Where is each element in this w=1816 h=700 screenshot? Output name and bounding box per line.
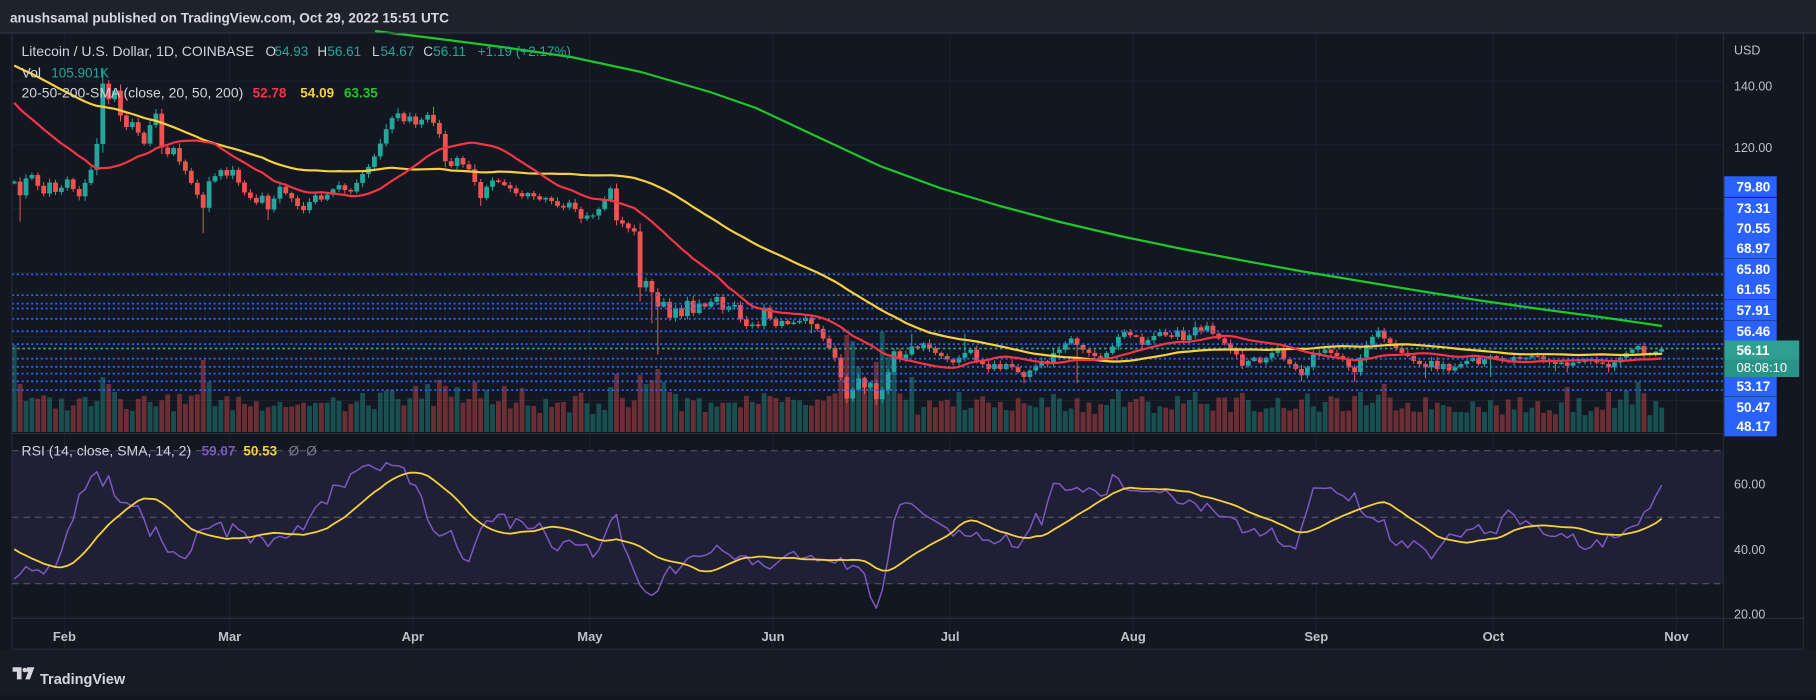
svg-text:Nov: Nov (1664, 629, 1689, 644)
svg-text:Aug: Aug (1121, 629, 1146, 644)
svg-text:40.00: 40.00 (1734, 543, 1765, 557)
svg-text:Apr: Apr (402, 629, 424, 644)
svg-text:Mar: Mar (218, 629, 241, 644)
svg-text:61.65: 61.65 (1737, 282, 1771, 297)
svg-text:56.61: 56.61 (327, 44, 361, 59)
svg-text:54.67: 54.67 (381, 44, 415, 59)
svg-text:Feb: Feb (53, 629, 76, 644)
svg-text:56.11: 56.11 (433, 44, 466, 59)
svg-text:56.11: 56.11 (1737, 343, 1771, 358)
svg-text:56.46: 56.46 (1737, 324, 1771, 339)
svg-text:57.91: 57.91 (1737, 303, 1771, 318)
svg-text:50.47: 50.47 (1737, 400, 1771, 415)
svg-text:63.35: 63.35 (344, 86, 378, 101)
svg-text:52.78: 52.78 (253, 86, 287, 101)
svg-text:20.00: 20.00 (1734, 607, 1765, 621)
svg-text:08:08:10: 08:08:10 (1737, 360, 1788, 375)
svg-text:anushsamal published on Tradin: anushsamal published on TradingView.com,… (10, 10, 449, 25)
svg-text:Jul: Jul (941, 629, 960, 644)
svg-text:70.55: 70.55 (1737, 221, 1771, 236)
svg-text:Ø: Ø (289, 444, 300, 459)
svg-text:53.17: 53.17 (1737, 379, 1771, 394)
svg-text:TradingView: TradingView (40, 672, 126, 688)
svg-text:Jun: Jun (761, 629, 784, 644)
svg-text:59.07: 59.07 (202, 444, 236, 459)
svg-text:68.97: 68.97 (1737, 241, 1771, 256)
svg-text:Sep: Sep (1304, 629, 1328, 644)
svg-text:May: May (577, 629, 603, 644)
svg-text:C: C (423, 44, 433, 59)
svg-text:RSI (14, close, SMA, 14, 2): RSI (14, close, SMA, 14, 2) (22, 443, 192, 459)
svg-text:Oct: Oct (1483, 629, 1505, 644)
svg-text:73.31: 73.31 (1737, 201, 1771, 216)
svg-text:USD: USD (1734, 43, 1760, 57)
svg-text:54.09: 54.09 (300, 86, 334, 101)
svg-text:140.00: 140.00 (1734, 79, 1772, 93)
svg-text:O: O (266, 44, 277, 59)
svg-text:Ø: Ø (306, 444, 317, 459)
svg-text:20-50-200-SMA (close, 20, 50,: 20-50-200-SMA (close, 20, 50, 200) (22, 85, 244, 101)
svg-text:79.80: 79.80 (1737, 179, 1771, 194)
svg-text:48.17: 48.17 (1737, 419, 1771, 434)
svg-text:50.53: 50.53 (243, 444, 277, 459)
svg-text:Litecoin / U.S. Dollar, 1D, CO: Litecoin / U.S. Dollar, 1D, COINBASE (22, 43, 255, 59)
svg-text:+1.19 (+2.17%): +1.19 (+2.17%) (478, 44, 571, 59)
svg-text:120.00: 120.00 (1734, 141, 1772, 155)
svg-text:L: L (372, 44, 380, 59)
svg-text:54.93: 54.93 (275, 44, 309, 59)
svg-text:H: H (317, 44, 327, 59)
svg-text:65.80: 65.80 (1737, 262, 1771, 277)
svg-text:105.901K: 105.901K (51, 65, 109, 80)
svg-text:60.00: 60.00 (1734, 477, 1765, 491)
svg-text:Vol: Vol (22, 64, 41, 80)
